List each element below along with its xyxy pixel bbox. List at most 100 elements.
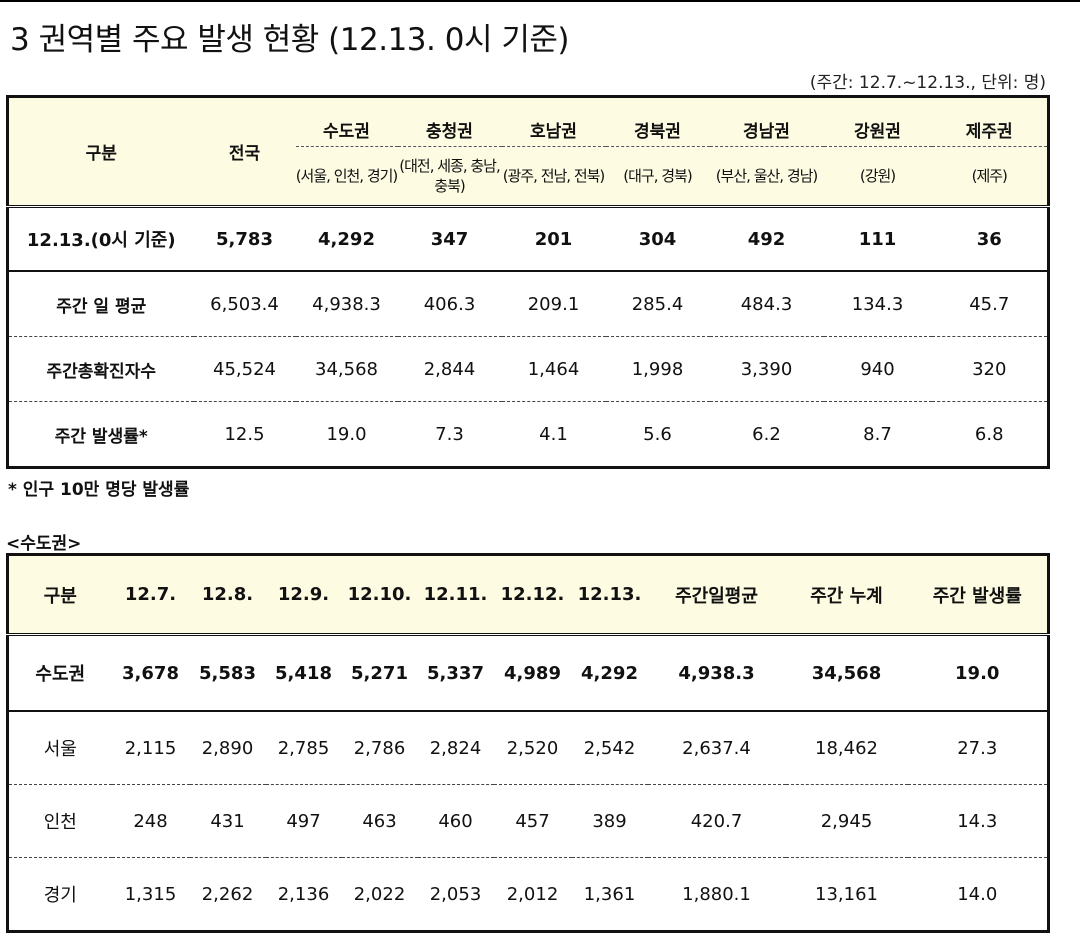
cell: 5,783 — [193, 206, 296, 272]
cell: 7.3 — [435, 423, 464, 445]
cell: 34,568 — [295, 336, 398, 402]
cell: 14.3 — [907, 784, 1049, 858]
cell: 5,583 — [189, 634, 266, 712]
column-header: 12.9. — [265, 554, 342, 636]
column-header: 주간 누계 — [785, 554, 908, 636]
cell: 2,542 — [571, 711, 648, 785]
cell: 497 — [265, 784, 342, 858]
header-region-detail: (강원) — [823, 146, 932, 207]
cell: 2,945 — [785, 784, 908, 858]
cell: 45.7 — [931, 271, 1049, 337]
header-region-detail: (광주, 전남, 전북) — [501, 146, 606, 207]
cell: 406.3 — [397, 271, 502, 337]
column-header: 구분 — [7, 554, 112, 636]
cell: 1,361 — [583, 883, 636, 905]
page-title: 3 권역별 주요 발생 현황 (12.13. 0시 기준) — [10, 22, 569, 58]
table-row: 경기 1,315 2,262 2,136 2,022 2,053 2,012 1… — [8, 858, 1049, 932]
table-row: 주간 발생률* 12.5 19.0 7.3 4.1 5.6 6.2 8.7 6.… — [8, 402, 1049, 468]
table-row: 12.13.(0시 기준) 5,783 4,292 347 201 304 49… — [7, 206, 1049, 272]
header-national: 전국 — [193, 96, 296, 207]
cell: 2,844 — [397, 336, 502, 402]
cell: 45,524 — [193, 336, 296, 402]
cell: 6.8 — [974, 423, 1004, 445]
cell: 18,462 — [785, 711, 908, 785]
column-header: 12.13. — [571, 554, 648, 636]
cell: 1,998 — [605, 336, 710, 402]
row-label: 주간총확진자수 — [7, 336, 194, 402]
cell: 34,568 — [785, 634, 908, 712]
row-label: 수도권 — [7, 634, 112, 712]
cell: 5,337 — [417, 634, 494, 712]
cell: 1,880.1 — [682, 883, 751, 905]
cell: 111 — [823, 206, 932, 272]
regional-status-table: 구분 전국 수도권 충청권 호남권 경북권 경남권 강원권 제주권 (서울, 인… — [6, 95, 1050, 469]
header-region-name: 수도권 — [295, 96, 398, 147]
cell: 8.7 — [863, 423, 892, 445]
cell: 460 — [417, 784, 494, 858]
cell: 492 — [709, 206, 824, 272]
cell: 4,938.3 — [647, 634, 786, 712]
cell: 201 — [501, 206, 606, 272]
cell: 4,292 — [571, 634, 648, 712]
cell: 3,390 — [709, 336, 824, 402]
cell: 2,824 — [417, 711, 494, 785]
row-label: 인천 — [7, 784, 112, 858]
header-region-name: 강원권 — [823, 96, 932, 147]
cell: 1,464 — [501, 336, 606, 402]
footnote: * 인구 10만 명당 발생률 — [8, 480, 190, 500]
cell: 19.0 — [907, 634, 1049, 712]
column-header: 주간일평균 — [647, 554, 786, 636]
row-label: 주간 일 평균 — [7, 271, 194, 337]
cell: 457 — [493, 784, 572, 858]
cell: 1,315 — [124, 883, 177, 905]
row-label: 주간 발생률* — [54, 426, 148, 447]
cell: 4,938.3 — [295, 271, 398, 337]
cell: 484.3 — [709, 271, 824, 337]
column-header: 12.12. — [493, 554, 572, 636]
period-unit-note: (주간: 12.7.~12.13., 단위: 명) — [809, 73, 1046, 93]
cell: 19.0 — [326, 423, 367, 445]
cell: 2,262 — [201, 883, 254, 905]
capital-area-table: 구분 12.7. 12.8. 12.9. 12.10. 12.11. 12.12… — [6, 553, 1050, 933]
header-category: 구분 — [7, 96, 194, 207]
cell: 134.3 — [823, 271, 932, 337]
table-row: 서울 2,115 2,890 2,785 2,786 2,824 2,520 2… — [7, 711, 1049, 785]
cell: 209.1 — [501, 271, 606, 337]
cell: 4.1 — [539, 423, 568, 445]
header-region-name: 제주권 — [931, 96, 1049, 147]
cell: 5,418 — [265, 634, 342, 712]
cell: 2,890 — [189, 711, 266, 785]
cell: 463 — [341, 784, 418, 858]
cell: 2,012 — [506, 883, 559, 905]
cell: 2,786 — [341, 711, 418, 785]
top-divider — [0, 0, 1080, 2]
cell: 6.2 — [752, 423, 781, 445]
cell: 940 — [823, 336, 932, 402]
cell: 14.0 — [957, 883, 998, 905]
table-header-row: 구분 12.7. 12.8. 12.9. 12.10. 12.11. 12.12… — [7, 554, 1049, 636]
table-row: 주간총확진자수 45,524 34,568 2,844 1,464 1,998 … — [7, 336, 1049, 402]
cell: 3,678 — [111, 634, 190, 712]
cell: 6,503.4 — [193, 271, 296, 337]
cell: 2,520 — [493, 711, 572, 785]
table-row: 수도권 3,678 5,583 5,418 5,271 5,337 4,989 … — [7, 634, 1049, 712]
header-region-name: 충청권 — [397, 96, 502, 147]
header-region-detail: (대전, 세종, 충남, 충북) — [397, 146, 502, 207]
column-header: 주간 발생률 — [907, 554, 1049, 636]
cell: 27.3 — [907, 711, 1049, 785]
header-region-detail: (대구, 경북) — [605, 146, 710, 207]
cell: 2,053 — [429, 883, 482, 905]
header-region-detail: (서울, 인천, 경기) — [295, 146, 398, 207]
header-region-name: 경북권 — [605, 96, 710, 147]
cell: 36 — [931, 206, 1049, 272]
header-region-name: 호남권 — [501, 96, 606, 147]
cell: 304 — [605, 206, 710, 272]
header-region-detail: (부산, 울산, 경남) — [709, 146, 824, 207]
cell: 5.6 — [643, 423, 672, 445]
column-header: 12.7. — [111, 554, 190, 636]
row-label: 경기 — [43, 885, 77, 906]
cell: 2,115 — [111, 711, 190, 785]
cell: 13,161 — [815, 883, 878, 905]
cell: 431 — [189, 784, 266, 858]
table-row: 주간 일 평균 6,503.4 4,938.3 406.3 209.1 285.… — [7, 271, 1049, 337]
